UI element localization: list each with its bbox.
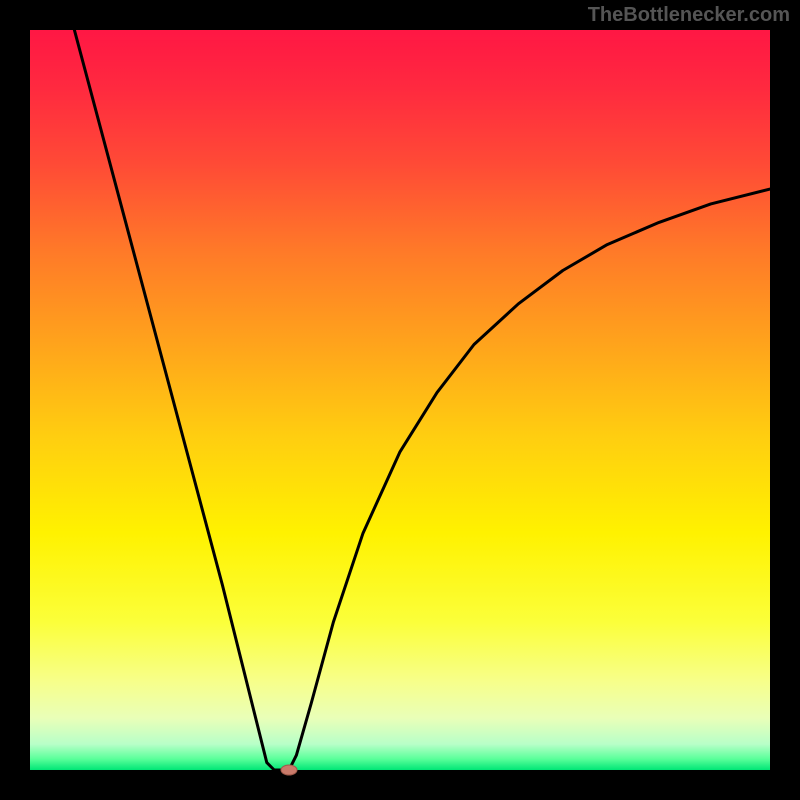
bottleneck-chart: [0, 0, 800, 800]
plot-background: [30, 30, 770, 770]
chart-container: TheBottlenecker.com: [0, 0, 800, 800]
optimal-point-marker: [281, 765, 297, 775]
watermark-text: TheBottlenecker.com: [588, 4, 790, 27]
